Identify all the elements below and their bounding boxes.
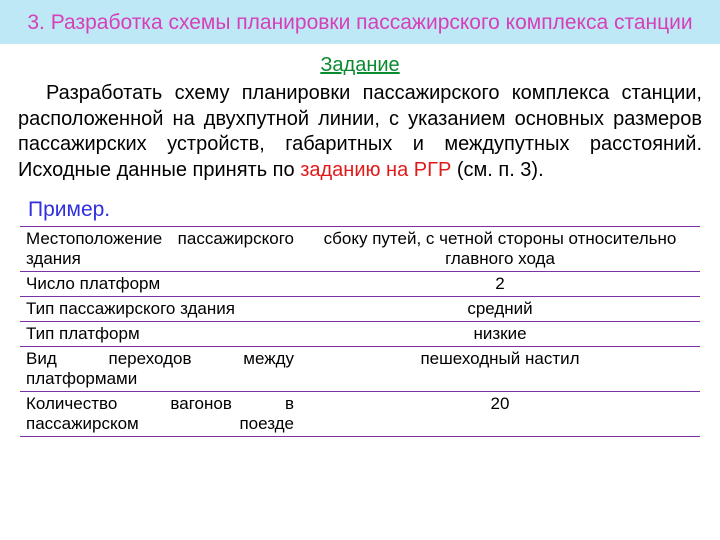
task-heading: Задание [0,54,720,77]
table-row-label: Количество вагонов в пассажирском поезде [20,391,300,436]
table-row: Местоположение пассажирского зданиясбоку… [20,226,700,271]
task-body-suffix: (см. п. 3). [451,159,543,181]
table-row-value: низкие [300,321,700,346]
table-row-value: сбоку путей, с четной стороны относитель… [300,226,700,271]
table-row: Вид переходов между платформамипешеходны… [20,346,700,391]
table-row-label: Тип платформ [20,321,300,346]
task-body-highlight: заданию на РГР [300,159,451,181]
title-band: 3. Разработка схемы планировки пассажирс… [0,0,720,44]
example-table: Местоположение пассажирского зданиясбоку… [20,226,700,437]
example-label: Пример. [0,184,720,226]
table-row-value: пешеходный настил [300,346,700,391]
table-row: Количество вагонов в пассажирском поезде… [20,391,700,436]
table-row: Число платформ2 [20,271,700,296]
table-row-value: 20 [300,391,700,436]
task-body: Разработать схему планировки пассажирско… [0,77,720,183]
table-row-label: Вид переходов между платформами [20,346,300,391]
table-row-value: средний [300,296,700,321]
table-row-label: Тип пассажирского здания [20,296,300,321]
table-row: Тип платформнизкие [20,321,700,346]
example-table-body: Местоположение пассажирского зданиясбоку… [20,226,700,436]
page-title: 3. Разработка схемы планировки пассажирс… [20,10,700,36]
table-row-value: 2 [300,271,700,296]
table-row-label: Местоположение пассажирского здания [20,226,300,271]
table-row-label: Число платформ [20,271,300,296]
table-row: Тип пассажирского зданиясредний [20,296,700,321]
